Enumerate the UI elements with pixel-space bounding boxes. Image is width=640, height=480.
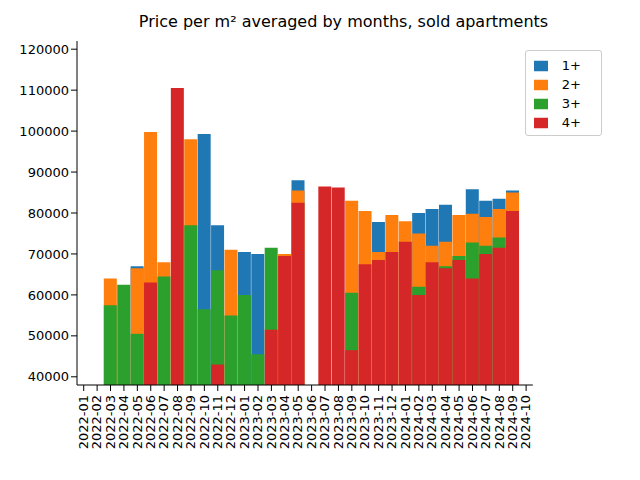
svg-text:2023-07: 2023-07 bbox=[317, 395, 333, 450]
svg-text:2023-11: 2023-11 bbox=[370, 395, 386, 450]
svg-text:2023-05: 2023-05 bbox=[290, 395, 306, 450]
svg-text:2024-09: 2024-09 bbox=[504, 395, 520, 450]
svg-text:2022-05: 2022-05 bbox=[129, 395, 145, 450]
svg-text:2023-12: 2023-12 bbox=[384, 395, 400, 450]
svg-text:2024-01: 2024-01 bbox=[397, 395, 413, 450]
svg-text:2023-06: 2023-06 bbox=[303, 395, 319, 450]
html-text:3+: 3+ bbox=[561, 96, 581, 111]
svg-text:2023-01: 2023-01 bbox=[236, 395, 252, 450]
svg-text:2024-02: 2024-02 bbox=[411, 395, 427, 450]
svg-text:2024-08: 2024-08 bbox=[491, 395, 507, 450]
svg-text:2024-04: 2024-04 bbox=[437, 395, 453, 450]
svg-text:2022-10: 2022-10 bbox=[196, 395, 212, 450]
svg-text:110000: 110000 bbox=[19, 83, 69, 98]
svg-text:80000: 80000 bbox=[28, 206, 69, 221]
svg-text:2022-06: 2022-06 bbox=[143, 395, 158, 450]
svg-text:2023-10: 2023-10 bbox=[357, 395, 373, 450]
svg-text:2023-02: 2023-02 bbox=[250, 395, 266, 450]
svg-text:2022-09: 2022-09 bbox=[183, 395, 199, 450]
svg-text:2023-09: 2023-09 bbox=[344, 395, 360, 450]
html-text:4+: 4+ bbox=[561, 115, 581, 130]
svg-text:2022-07: 2022-07 bbox=[156, 395, 172, 450]
svg-text:60000: 60000 bbox=[28, 288, 69, 303]
svg-text:2022-08: 2022-08 bbox=[169, 395, 185, 450]
html-text:2+: 2+ bbox=[561, 77, 581, 92]
svg-text:100000: 100000 bbox=[19, 124, 69, 139]
svg-text:2023-08: 2023-08 bbox=[330, 395, 346, 450]
svg-text:50000: 50000 bbox=[28, 328, 69, 343]
svg-text:2024-10: 2024-10 bbox=[518, 395, 533, 449]
svg-text:2022-03: 2022-03 bbox=[102, 395, 118, 450]
svg-text:2022-04: 2022-04 bbox=[116, 395, 132, 450]
svg-text:90000: 90000 bbox=[28, 165, 69, 180]
svg-text:2022-12: 2022-12 bbox=[223, 395, 239, 450]
svg-text:2023-04: 2023-04 bbox=[277, 395, 292, 450]
html-text:1+: 1+ bbox=[561, 58, 581, 73]
svg-text:2024-06: 2024-06 bbox=[464, 395, 480, 450]
svg-text:2022-01: 2022-01 bbox=[75, 395, 91, 450]
html-text:Price per m² averaged by month: Price per m² averaged by months, sold ap… bbox=[138, 12, 549, 31]
svg-text:120000: 120000 bbox=[19, 42, 69, 57]
svg-text:2024-05: 2024-05 bbox=[451, 395, 467, 450]
svg-text:70000: 70000 bbox=[28, 247, 69, 262]
svg-text:40000: 40000 bbox=[28, 369, 69, 384]
svg-text:2022-11: 2022-11 bbox=[210, 395, 225, 450]
svg-text:2024-03: 2024-03 bbox=[424, 395, 440, 450]
svg-text:2024-07: 2024-07 bbox=[478, 395, 494, 450]
svg-text:2023-03: 2023-03 bbox=[263, 395, 279, 450]
svg-text:2022-02: 2022-02 bbox=[89, 395, 105, 450]
